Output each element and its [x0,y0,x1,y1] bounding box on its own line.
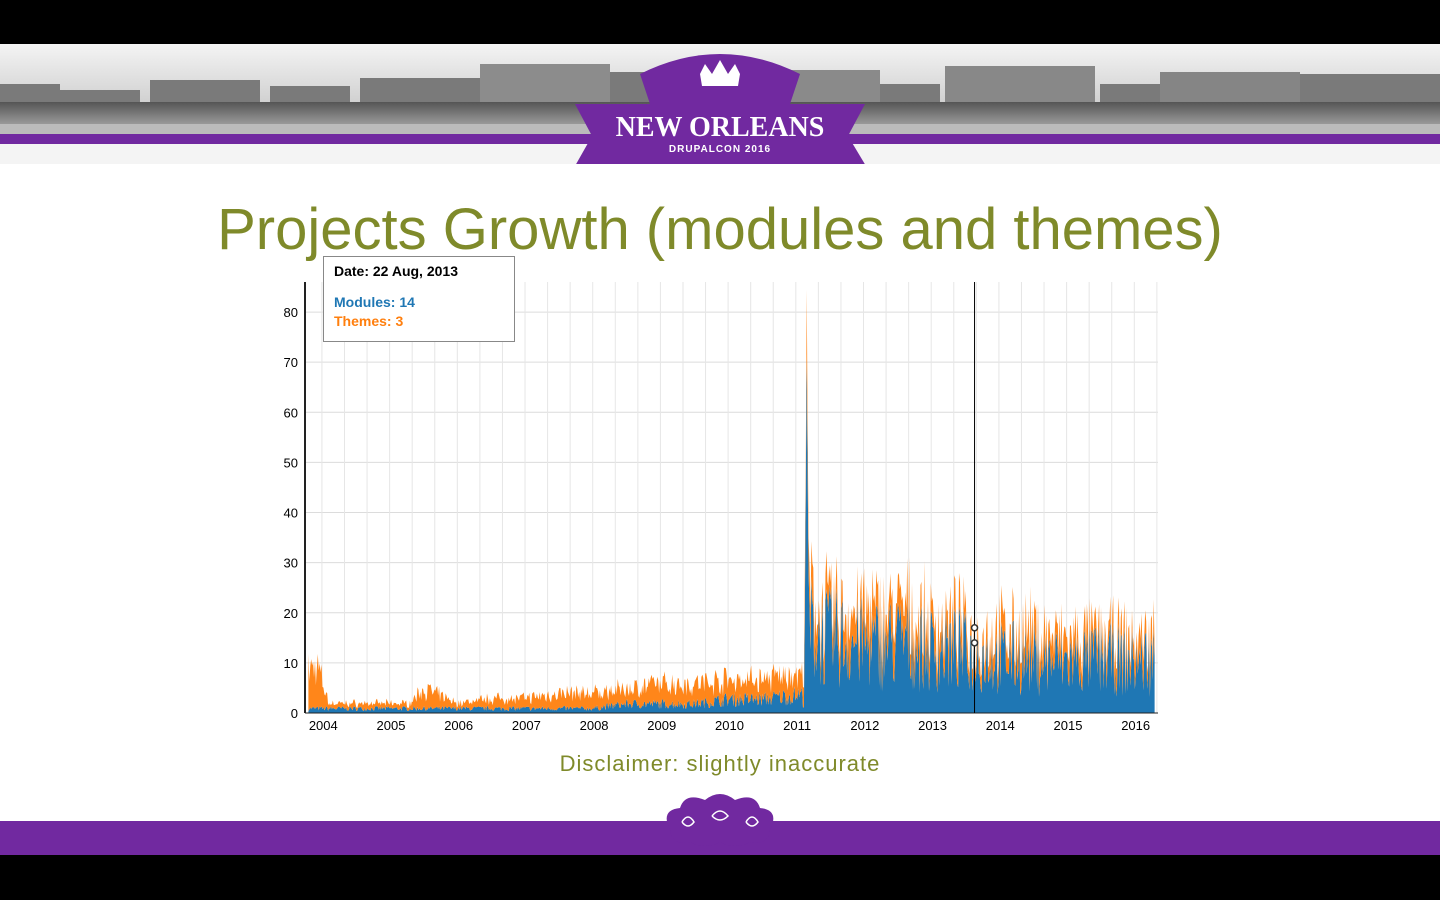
chart-tooltip: Date: 22 Aug, 2013 Modules: 14 Themes: 3 [323,256,515,342]
skyline-silhouette [0,64,1440,104]
footer-cloud-ornament [666,794,774,846]
header-banner: NEW ORLEANS DRUPALCON 2016 [0,44,1440,164]
tooltip-modules: Modules: 14 [334,294,415,310]
tooltip-date: Date: 22 Aug, 2013 [334,263,458,279]
tooltip-themes: Themes: 3 [334,313,404,329]
logo-city: NEW ORLEANS [616,112,825,143]
drupalcon-logo: NEW ORLEANS DRUPALCON 2016 [575,54,865,164]
logo-event: DRUPALCON 2016 [669,144,771,155]
disclaimer-text: Disclaimer: slightly inaccurate [559,751,881,776]
slide-title: Projects Growth (modules and themes) [217,197,1223,262]
slide: NEW ORLEANS DRUPALCON 2016 Projects Grow… [0,44,1440,855]
